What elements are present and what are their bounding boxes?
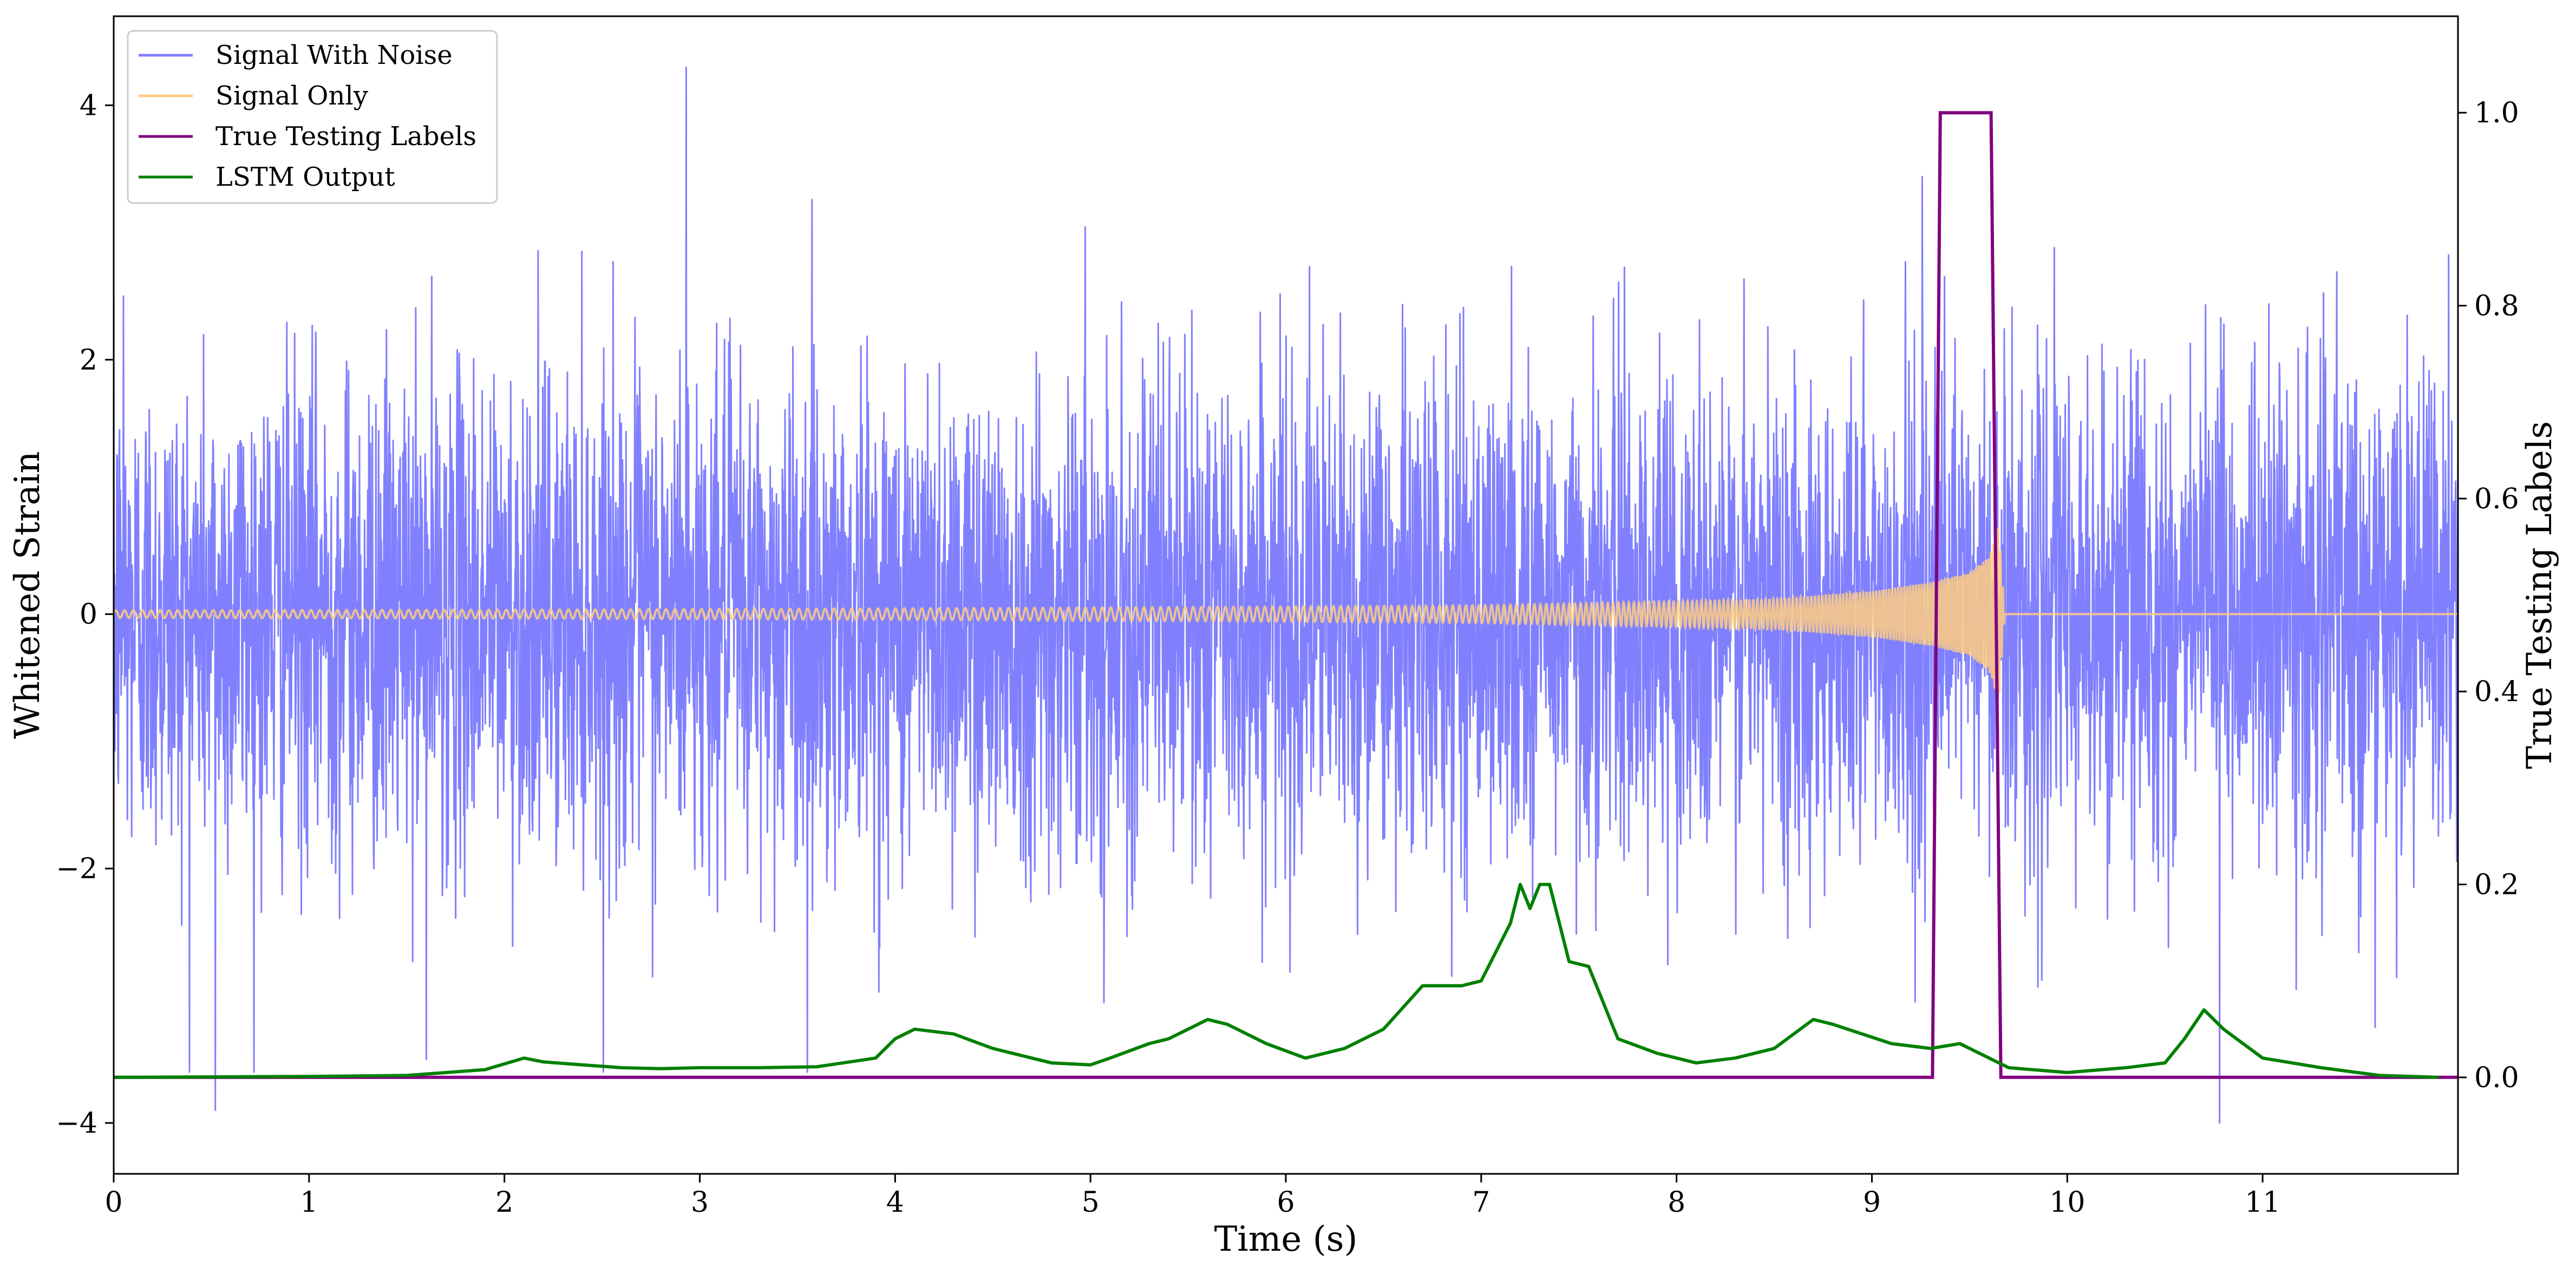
series-true-testing-labels [114, 111, 2458, 1079]
x-tick-label: 4 [886, 1186, 904, 1219]
y2-tick-label: 0.4 [2474, 676, 2519, 708]
y-tick-label: 2 [80, 344, 97, 376]
legend-label-lstm: LSTM Output [215, 162, 395, 192]
series-signal-only [114, 527, 2458, 696]
y2-tick-label: 0.6 [2474, 483, 2519, 515]
y2-tick-label: 0.8 [2474, 290, 2519, 323]
y2-tick-label: 1.0 [2474, 97, 2519, 129]
legend: Signal With Noise Signal Only True Testi… [127, 30, 498, 204]
legend-label-labels: True Testing Labels [215, 121, 476, 152]
y-axis-label: Whitened Strain [8, 451, 48, 739]
x-tick-label: 9 [1863, 1186, 1881, 1219]
y-tick-label: −4 [56, 1107, 97, 1140]
y-tick-label: 4 [80, 89, 97, 122]
legend-label-signal: Signal Only [215, 81, 368, 111]
legend-box [127, 30, 498, 204]
x-tick-label: 8 [1668, 1186, 1685, 1219]
y2-axis-label: True Testing Labels [2520, 421, 2560, 769]
x-tick-label: 2 [495, 1186, 513, 1219]
x-tick-label: 1 [300, 1186, 318, 1219]
x-tick-label: 11 [2245, 1186, 2280, 1219]
y-tick-label: 0 [80, 598, 97, 631]
legend-label-noise: Signal With Noise [215, 40, 453, 70]
x-tick-label: 3 [691, 1186, 709, 1219]
x-tick-label: 7 [1472, 1186, 1490, 1219]
x-tick-label: 5 [1082, 1186, 1100, 1219]
series-lstm-output [114, 883, 2438, 1079]
x-tick-label: 6 [1277, 1186, 1294, 1219]
y2-tick-label: 0.2 [2474, 869, 2519, 901]
y2-tick-label: 0.0 [2474, 1062, 2519, 1094]
x-axis-label: Time (s) [1214, 1219, 1358, 1259]
x-tick-label: 0 [104, 1186, 122, 1219]
x-tick-label: 10 [2049, 1186, 2085, 1219]
y-tick-label: −2 [56, 853, 97, 885]
series-signal-with-noise [114, 66, 2458, 1124]
